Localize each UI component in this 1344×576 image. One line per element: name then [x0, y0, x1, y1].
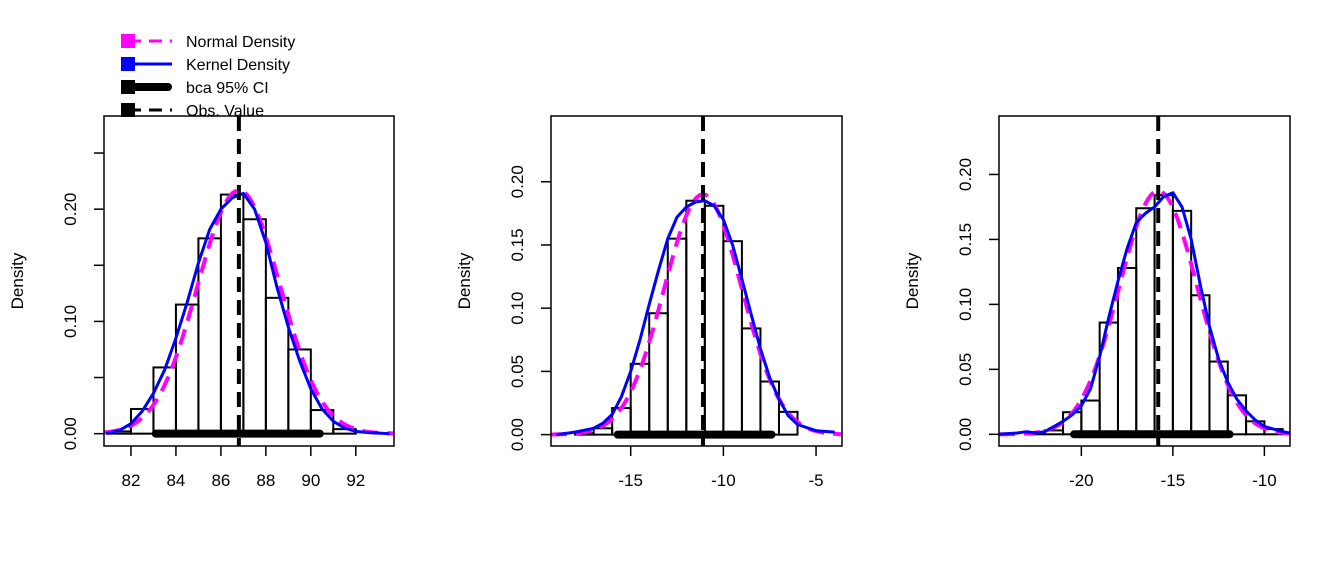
kernel-density-curve	[105, 191, 390, 436]
legend-entry: Obs. Value	[121, 103, 264, 120]
y-tick-label: 0.10	[508, 292, 527, 325]
plot-frame	[550, 115, 843, 447]
histogram-panel-1: 82 84 86 88 90 92 0.00 0.10 0.20 Density	[8, 115, 395, 490]
x-tick-label: -10	[1252, 471, 1277, 490]
kernel-density-curve	[556, 199, 835, 437]
histogram-bar	[242, 218, 267, 435]
histogram-bar	[1135, 207, 1156, 436]
legend-label: Obs. Value	[186, 103, 264, 120]
x-tick-label: -5	[808, 471, 823, 490]
legend-entry: Kernel Density	[121, 57, 290, 74]
y-axis-label: Density	[455, 252, 474, 309]
y-tick-label: 0.15	[956, 223, 975, 256]
y-tick-label: 0.20	[956, 158, 975, 191]
legend-entry: bca 95% CI	[121, 80, 269, 97]
x-tick-label: -10	[711, 471, 736, 490]
y-axis-label: Density	[903, 252, 922, 309]
histogram-bar	[1116, 267, 1138, 436]
y-tick-label: 0.20	[508, 165, 527, 198]
plot-area	[551, 116, 842, 446]
x-tick-label: -15	[618, 471, 643, 490]
plot-frame	[103, 115, 395, 447]
y-tick-label: 0.20	[61, 193, 80, 226]
y-axis-label: Density	[8, 252, 27, 309]
x-tick-label: 88	[256, 471, 275, 490]
kernel-density-curve	[999, 191, 1290, 436]
x-tick-label: -20	[1069, 471, 1094, 490]
y-tick-label: 0.10	[956, 288, 975, 321]
histogram-panel-3: -20 -15 -10 0.00 0.05 0.10 0.15 0.20 Density	[903, 115, 1291, 490]
legend: Normal Density Kernel Density bca 95% CI Ob…	[121, 34, 295, 120]
histogram-bar	[1080, 399, 1101, 436]
y-tick-label: 0.15	[508, 228, 527, 261]
normal-density-curve	[999, 189, 1290, 437]
y-tick-label: 0.00	[508, 418, 527, 451]
legend-label: bca 95% CI	[186, 80, 269, 97]
x-tick-label: 92	[346, 471, 365, 490]
plot-frame	[998, 115, 1291, 447]
x-tick-label: -15	[1161, 471, 1186, 490]
legend-label: Kernel Density	[186, 57, 290, 74]
y-tick-label: 0.05	[956, 353, 975, 386]
histogram-panels: 82 84 86 88 90 92 0.00 0.10 0.20 Density -15 -10 -5 0…	[8, 115, 1291, 490]
histogram-bar	[592, 427, 614, 436]
plot-area	[999, 116, 1290, 446]
legend-entry: Normal Density	[121, 34, 295, 51]
x-tick-label: 86	[211, 471, 230, 490]
histogram-bar	[1171, 209, 1193, 436]
normal-density-curve	[104, 188, 394, 436]
histogram-bar	[703, 204, 725, 436]
x-tick-label: 82	[122, 471, 141, 490]
y-tick-label: 0.05	[508, 355, 527, 388]
legend-label: Normal Density	[186, 34, 295, 51]
y-tick-label: 0.00	[61, 417, 80, 450]
histogram-bar	[629, 362, 651, 436]
plot-area	[104, 116, 394, 446]
x-tick-label: 84	[166, 471, 185, 490]
y-tick-label: 0.10	[61, 305, 80, 338]
histogram-bar	[740, 327, 762, 436]
histogram-panel-2: -15 -10 -5 0.00 0.05 0.10 0.15 0.20 Density	[455, 115, 843, 490]
x-tick-label: 90	[301, 471, 320, 490]
normal-density-curve	[551, 192, 842, 437]
y-tick-label: 0.00	[956, 418, 975, 451]
